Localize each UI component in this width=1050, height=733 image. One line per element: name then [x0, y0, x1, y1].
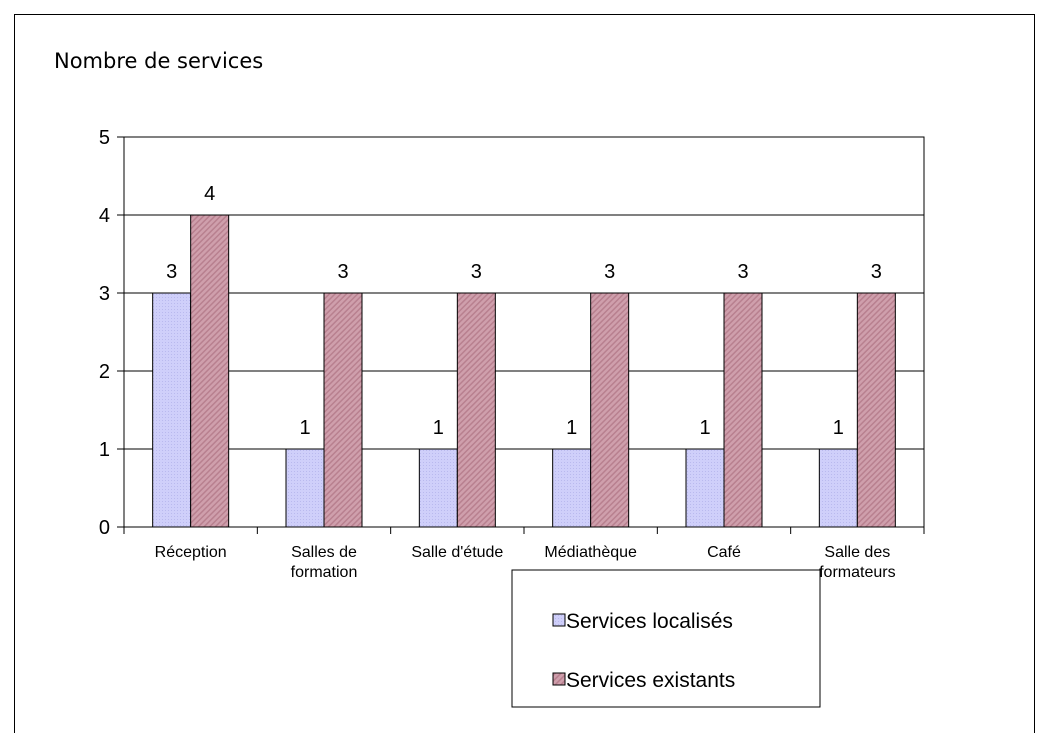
labels: 0 1 2 3 4 5 3 4 Réception 1 3 Salles de formation 1 3 S…	[99, 127, 896, 581]
data-label: 1	[699, 417, 710, 439]
category-label: Salle des formateurs	[819, 544, 895, 581]
chart-frame	[14, 14, 1035, 733]
data-label: 3	[166, 261, 177, 283]
data-label: 4	[204, 183, 215, 205]
y-tick-label: 5	[99, 127, 110, 149]
category-label: Médiathèque	[544, 544, 637, 561]
data-label: 3	[871, 261, 882, 283]
category-label-line: formation	[291, 564, 358, 581]
category-label: Café	[707, 544, 741, 561]
y-tick-label: 4	[99, 205, 110, 227]
category-label: Salles de formation	[291, 544, 358, 581]
axes	[117, 136, 925, 534]
bar-existants	[856, 292, 896, 528]
category-label-line: Salle des	[824, 544, 890, 561]
bar-localises	[818, 448, 858, 528]
category-label-line: Salle d'étude	[411, 544, 503, 561]
legend-label-existants: Services existants	[566, 669, 735, 692]
bar-existants	[323, 292, 363, 528]
data-label: 1	[299, 417, 310, 439]
y-tick-label: 3	[99, 283, 110, 305]
grid-lines	[123, 136, 925, 528]
bar-localises	[152, 292, 192, 528]
category-label-line: Réception	[155, 544, 227, 561]
data-label: 1	[433, 417, 444, 439]
category-label: Réception	[155, 544, 227, 561]
y-tick-label: 1	[99, 439, 110, 461]
data-label: 3	[471, 261, 482, 283]
category-label-line: formateurs	[819, 564, 895, 581]
data-label: 3	[604, 261, 615, 283]
category-label: Salle d'étude	[411, 544, 503, 561]
bar-localises	[552, 448, 592, 528]
bar-existants	[590, 292, 630, 528]
bar-existants	[190, 214, 230, 528]
y-axis-title: Nombre de services	[54, 49, 263, 73]
bar-existants	[723, 292, 763, 528]
legend: Services localisés Services existants	[511, 569, 821, 708]
bars	[152, 214, 896, 528]
category-label-line: Salles de	[291, 544, 357, 561]
bar-localises	[285, 448, 325, 528]
category-label-line: Médiathèque	[544, 544, 637, 561]
data-label: 1	[833, 417, 844, 439]
legend-swatch-existants	[552, 672, 566, 686]
data-label: 3	[337, 261, 348, 283]
bar-existants	[456, 292, 496, 528]
plot-area	[123, 136, 925, 528]
legend-swatch-localises	[552, 613, 566, 627]
category-label-line: Café	[707, 544, 741, 561]
bar-localises	[685, 448, 725, 528]
y-tick-label: 0	[99, 517, 110, 539]
y-tick-label: 2	[99, 361, 110, 383]
data-label: 3	[737, 261, 748, 283]
data-label: 1	[566, 417, 577, 439]
bar-localises	[418, 448, 458, 528]
legend-label-localises: Services localisés	[566, 610, 733, 633]
